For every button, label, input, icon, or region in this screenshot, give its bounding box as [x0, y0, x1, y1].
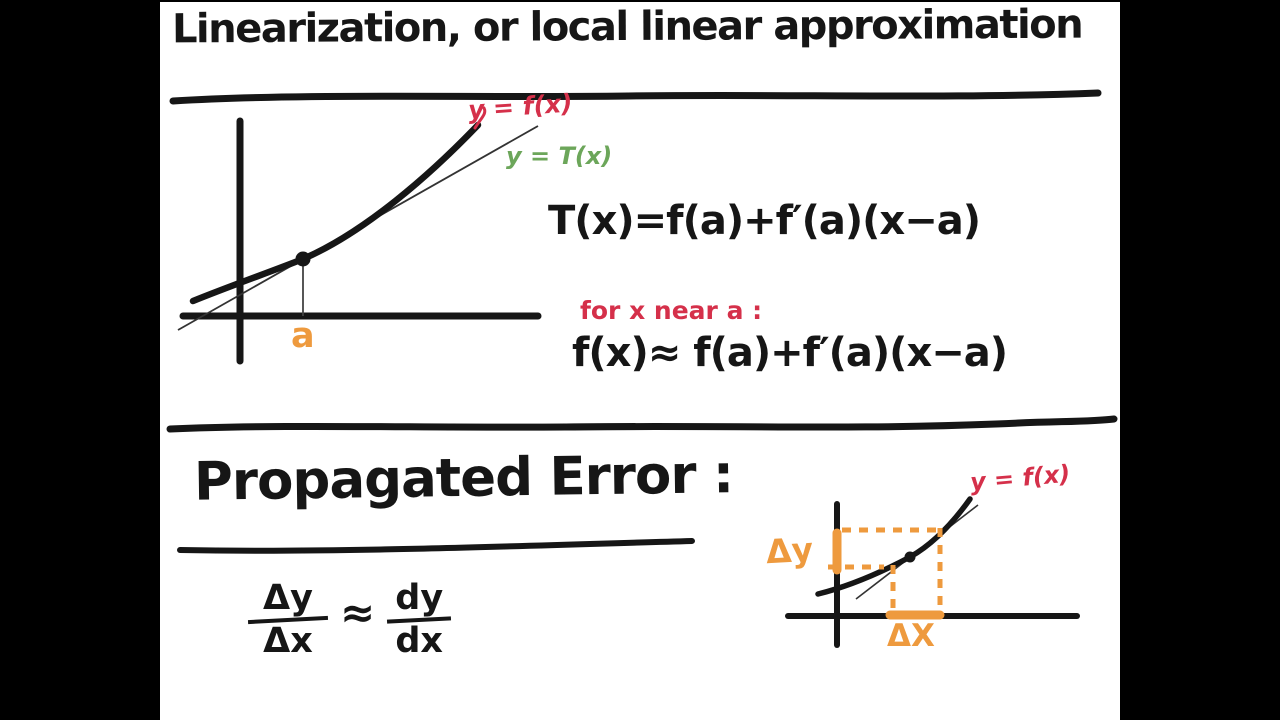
point-marker: [904, 551, 916, 563]
linear-approximation-formula: f(x)≈ f(a)+f′(a)(x−a): [572, 330, 1008, 376]
dy-numerator: dy: [395, 578, 444, 618]
whiteboard: Linearization, or local linear approxima…: [160, 2, 1120, 720]
condition-text: for x near a :: [580, 296, 763, 325]
delta-x-denominator: Δx: [263, 620, 313, 661]
approx-symbol: ≈: [340, 588, 376, 638]
section-divider: [166, 415, 1118, 433]
tangent-label-T: y = T(x): [506, 142, 613, 170]
delta-y-numerator: Δy: [263, 578, 313, 618]
delta-fraction: Δy Δx: [247, 578, 329, 661]
function-curve: [189, 121, 482, 305]
title-underline: [169, 89, 1102, 105]
curve-tip-mark: [473, 106, 487, 130]
difference-quotient-formula: Δy Δx ≈ dy dx: [247, 578, 452, 661]
dx-denominator: dx: [395, 620, 444, 661]
propagated-error-heading: Propagated Error :: [193, 444, 734, 513]
heading-underline: [177, 538, 695, 554]
tangent-line-formula: T(x)=f(a)+f′(a)(x−a): [548, 198, 981, 244]
propagated-error-graph: [785, 496, 1080, 648]
linearization-graph: [177, 106, 542, 365]
delta-x-label: ΔX: [887, 618, 935, 654]
derivative-fraction: dy dx: [387, 578, 452, 661]
page-title: Linearization, or local linear approxima…: [171, 2, 1083, 53]
point-a-label: a: [291, 316, 315, 356]
delta-y-label: Δy: [765, 529, 815, 572]
tangency-point: [295, 251, 311, 267]
